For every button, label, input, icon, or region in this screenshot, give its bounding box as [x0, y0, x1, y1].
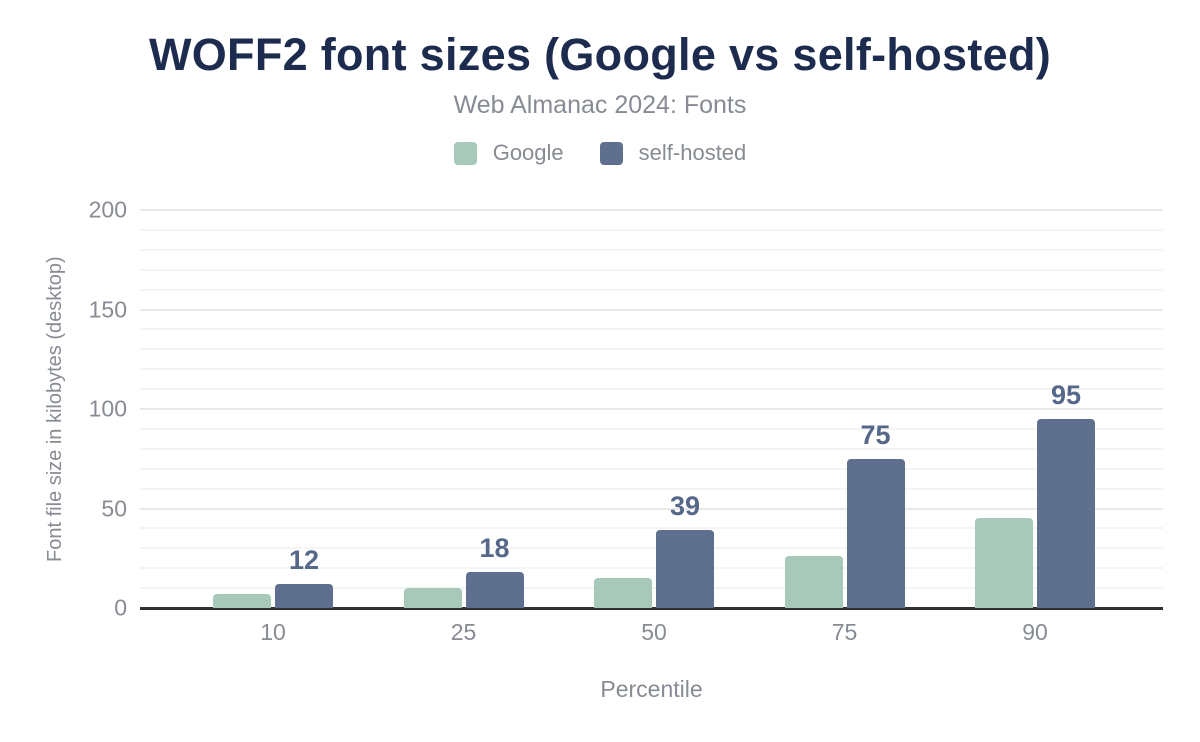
legend-swatch-google [453, 141, 477, 165]
chart-title: WOFF2 font sizes (Google vs self-hosted) [148, 29, 1052, 80]
gridline [140, 228, 1163, 231]
y-tick-label: 100 [88, 395, 127, 422]
chart-subtitle: Web Almanac 2024: Fonts [453, 91, 747, 119]
x-axis-line [140, 607, 1163, 610]
bar-value-label: 75 [860, 419, 891, 450]
bar-self-hosted [1037, 418, 1095, 608]
gridline [140, 487, 1163, 490]
gridline [140, 547, 1163, 550]
gridline [140, 288, 1163, 291]
gridline [140, 348, 1163, 351]
legend-label-google: Google [492, 140, 564, 165]
x-tick-label: 50 [641, 619, 667, 645]
gridline [140, 567, 1163, 570]
x-tick-label: 75 [831, 619, 858, 645]
x-tick-label: 10 [260, 619, 286, 645]
legend-label-self-hosted: self-hosted [638, 140, 747, 165]
bar-value-label: 12 [288, 545, 320, 576]
x-tick-label: 90 [1022, 619, 1048, 645]
gridline [140, 248, 1163, 251]
legend-swatch-self-hosted [599, 141, 623, 165]
gridline [140, 408, 1163, 410]
gridline [140, 308, 1163, 311]
bar-self-hosted [846, 458, 905, 608]
bar-google [594, 578, 652, 608]
x-tick-label: 25 [450, 619, 477, 645]
legend-item-google: Google [453, 140, 564, 166]
y-tick-label: 200 [88, 196, 127, 223]
gridline [140, 368, 1163, 371]
bar-value-label: 95 [1050, 379, 1082, 410]
bar-value-label: 39 [669, 491, 701, 522]
gridline [140, 467, 1163, 470]
bar-google [403, 588, 462, 608]
y-tick-label: 50 [101, 495, 127, 521]
bar-google [213, 594, 271, 608]
bar-value-label: 18 [479, 533, 510, 564]
gridline [140, 507, 1163, 510]
gridline [140, 328, 1163, 331]
x-axis-title: Percentile [600, 676, 703, 702]
bar-google [975, 518, 1033, 608]
gridline [140, 209, 1163, 211]
gridline [140, 427, 1163, 430]
gridline [140, 388, 1163, 391]
y-tick-label: 150 [88, 296, 127, 322]
gridline [140, 268, 1163, 271]
gridline [140, 447, 1163, 450]
legend: Google self-hosted [0, 140, 1200, 166]
y-tick-label: 0 [114, 594, 127, 621]
bar-self-hosted [465, 572, 524, 608]
gridline [140, 527, 1163, 530]
y-axis-title: Font file size in kilobytes (desktop) [44, 256, 66, 562]
bar-google [784, 556, 843, 608]
bar-self-hosted [656, 530, 714, 608]
legend-item-self-hosted: self-hosted [599, 140, 747, 166]
bar-self-hosted [275, 584, 333, 608]
plot-area: 0 50 100 150 200 12 10 18 25 39 50 75 75 95 90 [89, 198, 1163, 644]
